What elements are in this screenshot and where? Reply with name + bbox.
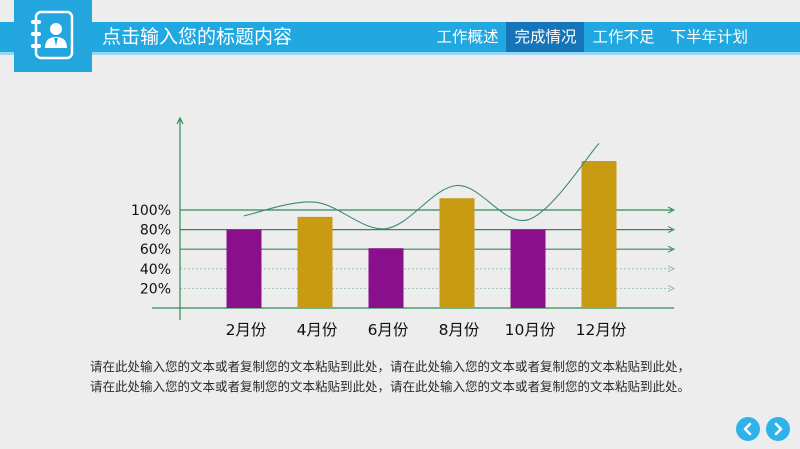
nav-tabs: 工作概述 完成情况 工作不足 下半年计划 xyxy=(428,22,756,52)
y-tick-label: 100% xyxy=(131,203,171,219)
y-axis-arrow xyxy=(176,116,184,125)
prev-slide-button[interactable] xyxy=(736,417,760,441)
tab-completion[interactable]: 完成情况 xyxy=(506,22,585,52)
caption-text: 请在此处输入您的文本或者复制您的文本粘贴到此处，请在此处输入您的文本或者复制您的… xyxy=(90,357,750,397)
bar xyxy=(439,198,475,308)
bar xyxy=(368,248,404,308)
gridline-arrow xyxy=(667,265,676,273)
x-tick-label: 12月份 xyxy=(576,321,627,339)
y-tick-label: 40% xyxy=(140,262,171,278)
x-tick-label: 6月份 xyxy=(368,321,409,339)
x-tick-label: 2月份 xyxy=(226,321,267,339)
x-tick-label: 10月份 xyxy=(505,321,556,339)
tab-overview[interactable]: 工作概述 xyxy=(436,28,499,46)
caption-line-1: 请在此处输入您的文本或者复制您的文本粘贴到此处，请在此处输入您的文本或者复制您的… xyxy=(90,359,691,374)
caption-line-2: 请在此处输入您的文本或者复制您的文本粘贴到此处，请在此处输入您的文本或者复制您的… xyxy=(90,379,691,394)
logo xyxy=(14,0,92,72)
y-tick-label: 80% xyxy=(140,223,171,239)
x-tick-label: 4月份 xyxy=(297,321,338,339)
bar xyxy=(510,229,546,308)
tab-second-half-plan[interactable]: 下半年计划 xyxy=(670,28,748,46)
x-tick-label: 8月份 xyxy=(439,321,480,339)
chevron-left-icon xyxy=(743,422,752,436)
bar xyxy=(297,216,333,308)
gridline-arrow xyxy=(667,245,676,253)
header: 点击输入您的标题内容 工作概述 完成情况 工作不足 下半年计划 xyxy=(0,0,800,72)
next-slide-button[interactable] xyxy=(766,417,790,441)
tab-shortcomings[interactable]: 工作不足 xyxy=(592,28,655,46)
gridline-arrow xyxy=(667,206,676,214)
gridline-arrow xyxy=(667,284,676,292)
bar xyxy=(581,161,617,308)
bar xyxy=(226,229,262,308)
header-bar xyxy=(0,22,800,52)
gridline-arrow xyxy=(667,226,676,234)
header-bar-underline xyxy=(0,52,800,55)
contacts-book-icon xyxy=(31,10,74,60)
y-tick-label: 60% xyxy=(140,242,171,258)
page-title: 点击输入您的标题内容 xyxy=(102,26,293,48)
y-tick-label: 20% xyxy=(140,281,171,297)
trend-line xyxy=(243,142,600,230)
chevron-right-icon xyxy=(774,422,783,436)
